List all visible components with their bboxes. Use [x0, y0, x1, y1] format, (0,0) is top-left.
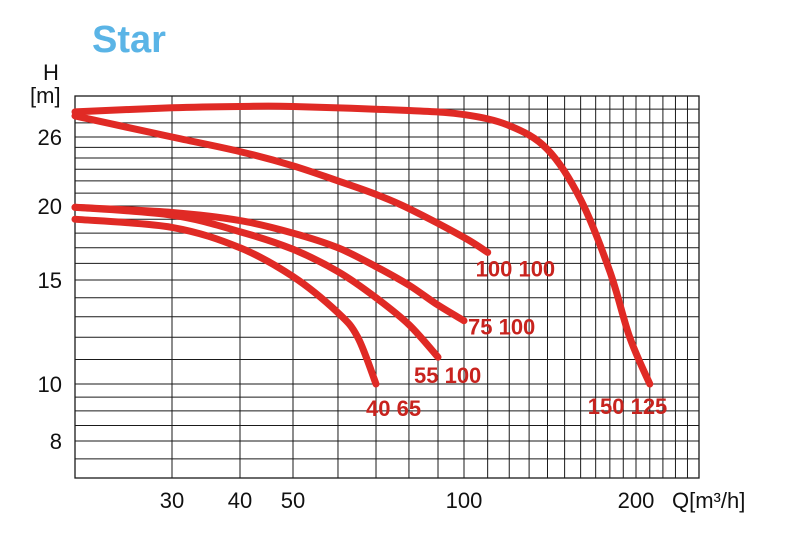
grid: [75, 96, 699, 478]
curve-40-65: [71, 215, 380, 388]
plot-frame: [74, 95, 700, 479]
curve-100-100: [71, 112, 492, 256]
y-tick-label: 26: [38, 125, 62, 150]
y-tick-label: 15: [38, 268, 62, 293]
curve-label-150-125: 150 125: [588, 394, 668, 419]
x-tick-label: 50: [281, 488, 305, 513]
y-tick-labels: 8 10 15 20 26: [38, 125, 62, 454]
curve-150-125: [71, 102, 654, 388]
curve-55-100: [71, 203, 442, 361]
curve-labels: 100 100 150 125 75 100 55 100 40 65: [366, 256, 667, 421]
x-tick-label: 30: [160, 488, 184, 513]
curve-label-75-100: 75 100: [468, 315, 535, 340]
y-axis-label-unit: [m]: [30, 83, 61, 108]
y-tick-label: 20: [38, 194, 62, 219]
x-tick-label: 40: [228, 488, 252, 513]
chart-title: Star: [92, 19, 166, 61]
curve-label-55-100: 55 100: [414, 363, 481, 388]
x-axis-label: Q[m³/h]: [672, 488, 745, 513]
x-tick-label: 100: [446, 488, 483, 513]
curves: [71, 102, 654, 388]
x-tick-labels: 30 40 50 100 200: [160, 488, 655, 513]
curve-label-100-100: 100 100: [476, 256, 556, 281]
x-tick-label: 200: [618, 488, 655, 513]
y-tick-label: 10: [38, 372, 62, 397]
y-tick-label: 8: [50, 429, 62, 454]
y-axis-label-h: H: [43, 60, 59, 85]
curve-label-40-65: 40 65: [366, 396, 421, 421]
